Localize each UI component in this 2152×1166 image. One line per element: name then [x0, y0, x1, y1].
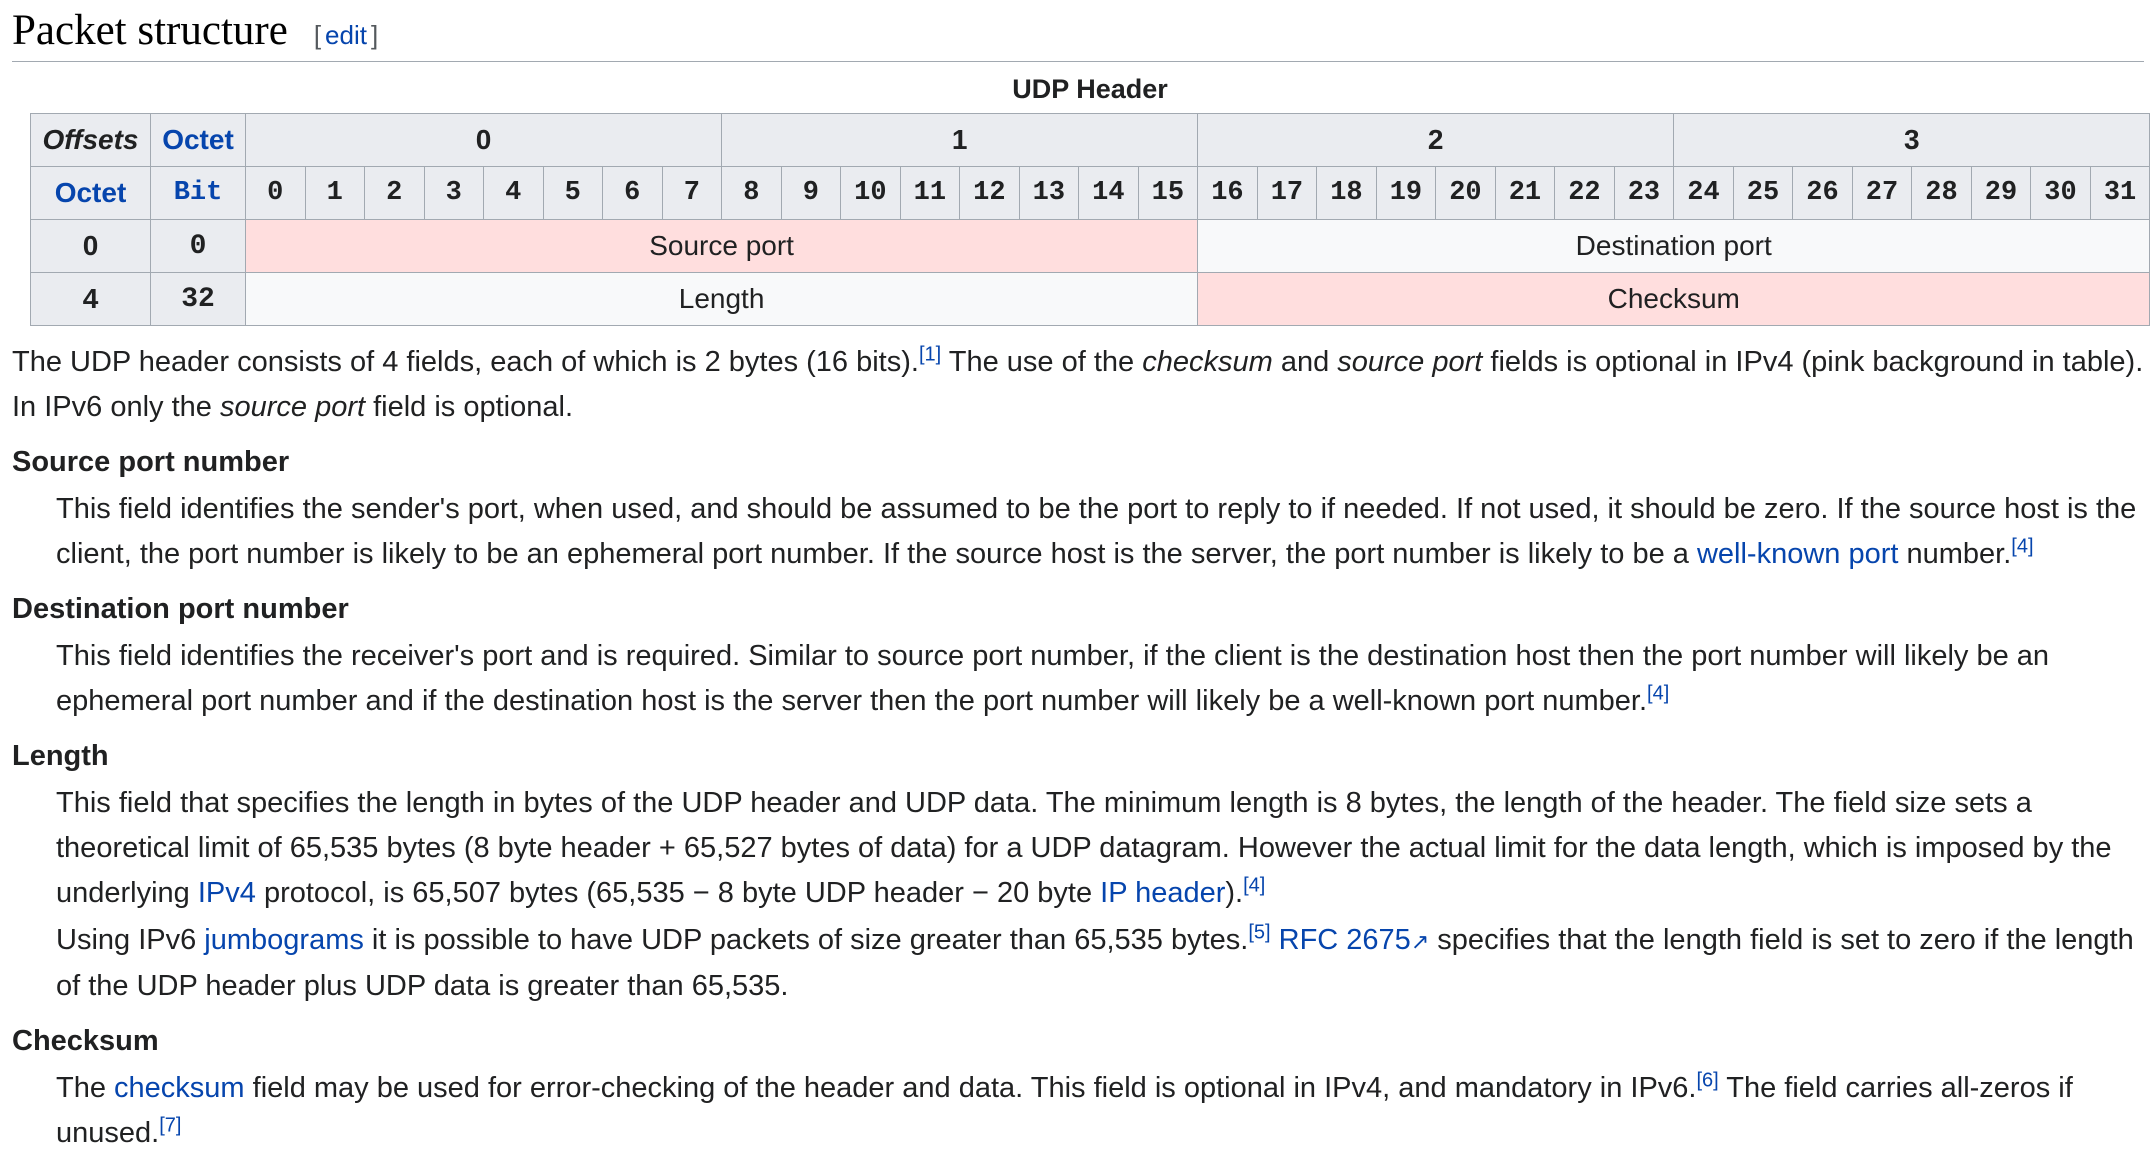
field-source-port: Source port	[244, 219, 1199, 273]
bit-header-31: 31	[2089, 166, 2151, 220]
bit-header-10: 10	[840, 166, 901, 220]
octet-corner-left: Octet	[30, 166, 151, 220]
offsets-corner: Offsets	[30, 113, 151, 167]
bit-header-24: 24	[1673, 166, 1734, 220]
bit-header-17: 17	[1256, 166, 1318, 220]
bit-header-row: Octet Bit 0 1 2 3 4 5 6 7 8 9 10 11 12 13 14 15 16 17 18 19…	[30, 166, 2151, 220]
bit-header-4: 4	[483, 166, 544, 220]
term-length: Length	[12, 740, 109, 772]
bit-header-7: 7	[661, 166, 723, 220]
bit-header-12: 12	[959, 166, 1020, 220]
field-destination-port: Destination port	[1197, 219, 2151, 273]
row-bit-offset: 0	[150, 219, 246, 273]
definition-length-jumbograms: Using IPv6 jumbograms it is possible to …	[56, 921, 2134, 1002]
citation-link[interactable]: [7]	[159, 1114, 182, 1137]
bit-header-14: 14	[1078, 166, 1139, 220]
octet-header: 0	[244, 113, 723, 167]
article-body: The UDP header consists of 4 fields, eac…	[12, 340, 2144, 1156]
field-checksum: Checksum	[1197, 272, 2151, 326]
intro-paragraph: The UDP header consists of 4 fields, eac…	[12, 343, 2144, 423]
bit-header-2: 2	[364, 166, 425, 220]
definition-destination-port: This field identifies the receiver's por…	[56, 640, 2050, 717]
octet-header: 3	[1673, 113, 2151, 167]
citation-link[interactable]: [4]	[2011, 535, 2034, 558]
citation-link[interactable]: [5]	[1248, 921, 1271, 944]
field-definitions: Source port number This field identifies…	[12, 440, 2144, 1156]
bit-header-27: 27	[1851, 166, 1913, 220]
udp-header-table-wrap: UDP Header Offsets Octet 0 1 2 3 Octet B…	[30, 74, 2151, 326]
bit-header-8: 8	[721, 166, 782, 220]
ipv4-link[interactable]: IPv4	[197, 877, 256, 909]
bit-header-6: 6	[602, 166, 663, 220]
bit-header-25: 25	[1732, 166, 1794, 220]
section-title: Packet structure	[12, 7, 288, 54]
checksum-link[interactable]: checksum	[114, 1072, 245, 1104]
octet-header: 1	[721, 113, 1199, 167]
bit-header-11: 11	[899, 166, 961, 220]
bit-header-13: 13	[1018, 166, 1080, 220]
edit-section: [edit]	[313, 20, 379, 50]
field-length: Length	[244, 272, 1199, 326]
bit-header-3: 3	[423, 166, 484, 220]
rfc-2675-link[interactable]: RFC 2675	[1278, 924, 1411, 956]
bit-header-16: 16	[1197, 166, 1258, 220]
ip-header-link[interactable]: IP header	[1100, 877, 1226, 909]
bit-header-19: 19	[1375, 166, 1437, 220]
table-row: 0 0 Source port Destination port	[30, 219, 2151, 273]
bit-corner: Bit	[150, 166, 246, 220]
citation-link[interactable]: [4]	[1243, 874, 1266, 897]
section-heading: Packet structure [edit]	[12, 0, 2144, 62]
row-octet-offset: 0	[30, 219, 151, 273]
bit-header-30: 30	[2030, 166, 2091, 220]
bit-header-20: 20	[1435, 166, 1496, 220]
definition-source-port: This field identifies the sender's port,…	[56, 493, 2137, 570]
citation-link[interactable]: [6]	[1696, 1069, 1719, 1092]
octet-corner-top: Octet	[150, 113, 246, 167]
citation-link[interactable]: [1]	[918, 343, 942, 366]
bit-header-0: 0	[245, 166, 306, 220]
bit-header-21: 21	[1494, 166, 1556, 220]
bit-header-18: 18	[1316, 166, 1377, 220]
jumbograms-link[interactable]: jumbograms	[204, 924, 364, 956]
bit-header-26: 26	[1792, 166, 1853, 220]
definition-checksum: The checksum field may be used for error…	[56, 1069, 2073, 1149]
citation-link[interactable]: [4]	[1647, 682, 1670, 705]
bit-header-28: 28	[1911, 166, 1972, 220]
row-bit-offset: 32	[150, 272, 246, 326]
external-link-icon: ↗	[1410, 929, 1430, 954]
row-octet-offset: 4	[30, 272, 151, 326]
table-row: 4 32 Length Checksum	[30, 272, 2151, 326]
term-source-port: Source port number	[12, 446, 290, 478]
bit-header-23: 23	[1613, 166, 1675, 220]
bit-header-22: 22	[1554, 166, 1615, 220]
edit-link[interactable]: edit	[325, 20, 367, 50]
definition-length: This field that specifies the length in …	[56, 787, 2112, 909]
bit-header-1: 1	[304, 166, 365, 220]
term-destination-port: Destination port number	[12, 593, 349, 625]
bit-header-5: 5	[542, 166, 603, 220]
bit-header-9: 9	[780, 166, 842, 220]
bit-header-29: 29	[1970, 166, 2032, 220]
bit-header-15: 15	[1137, 166, 1199, 220]
term-checksum: Checksum	[12, 1025, 159, 1057]
octet-header: 2	[1197, 113, 1675, 167]
octet-header-row: Offsets Octet 0 1 2 3	[30, 113, 2151, 167]
well-known-port-link[interactable]: well-known port	[1696, 538, 1899, 570]
table-caption: UDP Header	[1012, 74, 1168, 104]
